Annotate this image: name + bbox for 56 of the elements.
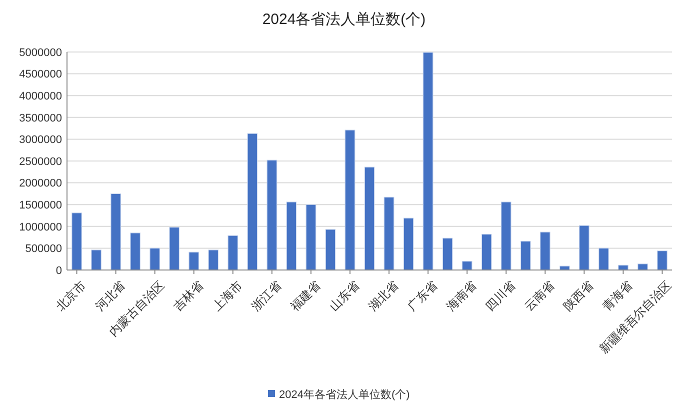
- bar: [403, 218, 414, 270]
- x-tick-label: 河北省: [92, 278, 128, 314]
- bar: [169, 226, 180, 270]
- y-tick-label: 0: [56, 264, 62, 277]
- bar: [208, 250, 219, 270]
- x-tick-label: 上海市: [210, 278, 245, 314]
- x-tick-label: 陕西省: [560, 278, 596, 314]
- bar: [130, 232, 140, 270]
- bar: [188, 252, 200, 270]
- y-tick-label: 1000000: [19, 221, 62, 234]
- x-tick-label: 广东省: [404, 278, 440, 314]
- chart-title: 2024各省法人单位数(个): [262, 11, 426, 28]
- x-tick-label: 云南省: [522, 278, 558, 314]
- bar: [442, 238, 453, 270]
- x-tick-label: 海南省: [444, 278, 480, 314]
- bar: [91, 250, 102, 270]
- legend-label: 2024年各省法人单位数(个): [279, 388, 410, 401]
- bar: [540, 232, 550, 270]
- bar: [657, 250, 668, 270]
- bar: [422, 52, 434, 270]
- bar: [247, 133, 258, 270]
- bar: [325, 229, 336, 270]
- y-tick-label: 3500000: [19, 112, 62, 124]
- y-tick-label: 4500000: [19, 68, 62, 81]
- x-tick-label: 浙江省: [248, 278, 284, 314]
- bar: [638, 264, 648, 270]
- y-tick-label: 3000000: [19, 134, 62, 146]
- y-tick-label: 2500000: [19, 156, 62, 168]
- bar: [500, 202, 512, 270]
- bar: [228, 235, 238, 270]
- x-tick-label: 四川省: [482, 278, 518, 314]
- bar: [462, 260, 472, 270]
- bar: [286, 202, 297, 270]
- bar: [481, 234, 492, 270]
- x-tick-label: 北京市: [53, 278, 89, 314]
- bar: [520, 240, 531, 270]
- bar: [306, 204, 316, 270]
- bar: [364, 166, 375, 270]
- x-tick-label: 湖北省: [366, 278, 402, 314]
- x-tick-label: 青海省: [600, 278, 636, 314]
- bar: [266, 160, 278, 270]
- bar: [579, 225, 590, 270]
- bar: [344, 130, 356, 270]
- bar: [384, 196, 394, 270]
- y-tick-label: 5000000: [19, 46, 62, 59]
- y-tick-label: 1500000: [19, 199, 62, 212]
- x-tick-label: 福建省: [288, 278, 324, 314]
- bar: [110, 193, 121, 270]
- x-tick-label: 山东省: [326, 278, 362, 314]
- y-tick-label: 2000000: [19, 178, 62, 190]
- bar: [598, 248, 609, 270]
- bar: [150, 248, 160, 270]
- y-tick-label: 4000000: [19, 90, 62, 102]
- x-tick-label: 吉林省: [170, 278, 206, 314]
- y-tick-label: 500000: [25, 243, 62, 256]
- bar: [72, 212, 82, 270]
